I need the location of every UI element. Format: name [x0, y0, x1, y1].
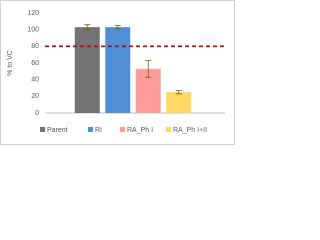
- y-tick-label: 80: [31, 43, 39, 50]
- y-axis-label: % to VC: [7, 50, 14, 76]
- y-tick-label: 20: [31, 93, 39, 100]
- bar: [74, 27, 100, 114]
- legend-swatch: [120, 127, 125, 132]
- error-bar: [175, 90, 182, 95]
- y-tick-label: 40: [31, 77, 39, 84]
- y-tick-label: 60: [31, 60, 39, 67]
- chart: % to VC 0 20 40 60 80 100 120 Parent RI RA_Ph I RA…: [0, 0, 235, 145]
- legend-label: RA_Ph I: [127, 127, 153, 134]
- legend-swatch: [166, 127, 171, 132]
- error-bar: [145, 60, 152, 78]
- error-bar: [84, 24, 91, 31]
- legend-label: Parent: [47, 127, 68, 134]
- legend-label: RI: [95, 127, 102, 134]
- y-tick-label: 100: [27, 27, 39, 34]
- y-tick-label: 0: [35, 110, 39, 117]
- legend-label: RA_Ph I+II: [173, 127, 207, 134]
- bar: [166, 92, 192, 113]
- bar: [105, 27, 131, 114]
- error-bar: [114, 25, 121, 30]
- legend-swatch: [40, 127, 45, 132]
- legend-swatch: [88, 127, 93, 132]
- y-tick-label: 120: [27, 10, 39, 17]
